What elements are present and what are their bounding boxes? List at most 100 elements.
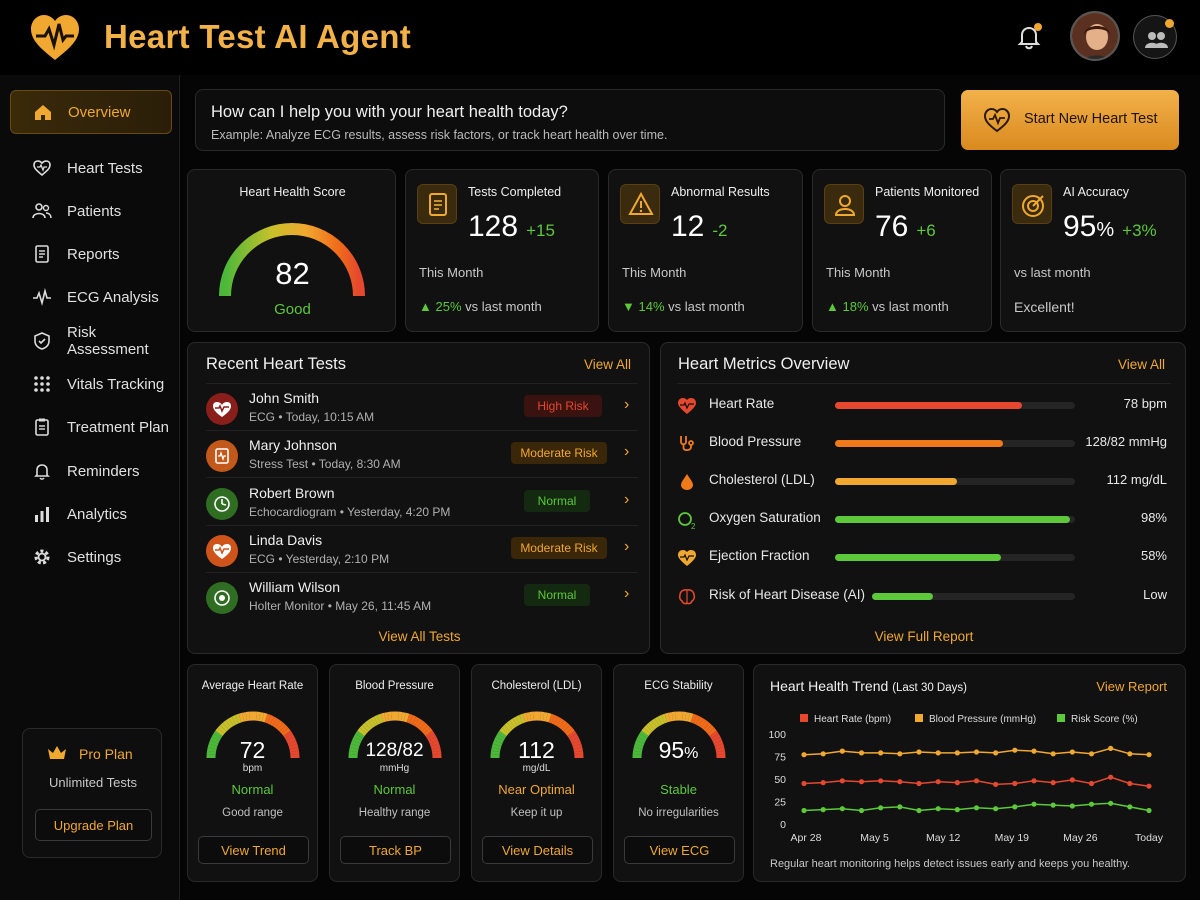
gauge-segment <box>275 720 284 730</box>
gauge-segment <box>573 747 583 753</box>
gauge-segment <box>568 733 579 742</box>
gauge-segment <box>495 733 506 742</box>
sidebar-item-label: ECG Analysis <box>67 288 159 306</box>
status-badge: Moderate Risk <box>511 537 607 559</box>
stat-delta: +6 <box>916 221 936 240</box>
y-tick-label: 50 <box>774 774 786 786</box>
gauge-segment <box>506 720 515 730</box>
data-point <box>1146 783 1152 789</box>
metric-bar-track <box>835 516 1075 523</box>
gauge-segment <box>349 743 360 750</box>
data-point <box>954 750 960 756</box>
heart-health-trend-card: Heart Health Trend (Last 30 Days) View R… <box>753 664 1186 882</box>
chevron-right-icon[interactable]: › <box>624 443 630 460</box>
gauge-note: Good range <box>222 807 283 819</box>
sidebar-item-vitals-tracking[interactable]: Vitals Tracking <box>10 362 172 406</box>
gauge-segment <box>556 718 565 728</box>
sidebar-item-label: Reports <box>67 245 120 263</box>
view-report-link[interactable]: View Report <box>1096 679 1167 694</box>
gauge-segment <box>423 727 433 736</box>
chevron-right-icon[interactable]: › <box>624 585 630 602</box>
view-full-report-link[interactable]: View Full Report <box>874 629 974 644</box>
view-all-link[interactable]: View All <box>583 357 631 372</box>
user-avatar[interactable] <box>1070 11 1120 61</box>
gauge-segment <box>713 740 724 747</box>
gauge-title: Cholesterol (LDL) <box>491 680 582 692</box>
table-row[interactable]: William Wilson Holter Monitor • May 26, … <box>206 573 638 620</box>
test-meta: ECG • Yesterday, 2:10 PM <box>249 552 390 566</box>
sidebar-item-heart-tests[interactable]: Heart Tests <box>10 146 172 190</box>
chevron-right-icon[interactable]: › <box>624 538 630 555</box>
gauge-segment <box>211 733 222 742</box>
data-point <box>839 806 845 812</box>
assistant-prompt[interactable]: How can I help you with your heart healt… <box>195 89 945 151</box>
score-rating: Good <box>274 301 311 318</box>
table-row[interactable]: Robert Brown Echocardiogram • Yesterday,… <box>206 479 638 526</box>
sidebar-item-analytics[interactable]: Analytics <box>10 492 172 536</box>
sidebar-item-risk-assessment[interactable]: Risk Assessment <box>10 319 172 363</box>
test-time: Today, 8:30 AM <box>318 457 401 471</box>
cholesterol-card: Cholesterol (LDL) 112 mg/dL Near Optimal… <box>471 664 602 882</box>
notification-bell-icon[interactable] <box>1014 22 1044 52</box>
table-row[interactable]: John Smith ECG • Today, 10:15 AM High Ri… <box>206 384 638 431</box>
stat-delta: -2 <box>712 221 728 240</box>
trend-text: vs last month <box>465 299 542 314</box>
track-bp-button[interactable]: Track BP <box>340 836 451 864</box>
gauge-segment <box>258 712 264 722</box>
sidebar-item-reports[interactable]: Reports <box>10 232 172 276</box>
chevron-right-icon[interactable]: › <box>624 396 630 413</box>
gauge-segment <box>288 743 299 750</box>
data-point <box>993 781 999 787</box>
sidebar-item-treatment-plan[interactable]: Treatment Plan <box>10 405 172 449</box>
start-new-heart-test-button[interactable]: Start New Heart Test <box>961 90 1179 150</box>
gauge-segment <box>491 747 501 753</box>
sidebar-item-settings[interactable]: Settings <box>10 535 172 579</box>
trend-percent: 25% <box>435 299 462 314</box>
team-icon[interactable] <box>1133 15 1177 59</box>
sidebar-item-label: Risk Assessment <box>67 324 149 358</box>
gauge-segment <box>522 712 529 723</box>
upgrade-plan-button[interactable]: Upgrade Plan <box>35 809 152 841</box>
data-point <box>916 749 922 755</box>
view-all-tests-link[interactable]: View All Tests <box>378 629 461 644</box>
gauge-segment <box>238 712 245 723</box>
x-tick-label: May 19 <box>995 832 1030 844</box>
view-details-button[interactable]: View Details <box>482 836 593 864</box>
table-row[interactable]: Linda Davis ECG • Yesterday, 2:10 PM Mod… <box>206 526 638 573</box>
chevron-right-icon[interactable]: › <box>624 491 630 508</box>
gauge-unit: bpm <box>242 763 263 774</box>
sidebar-item-overview[interactable]: Overview <box>10 90 172 134</box>
sidebar-item-ecg-analysis[interactable]: ECG Analysis <box>10 275 172 319</box>
test-meta: Holter Monitor • May 26, 11:45 AM <box>249 599 432 613</box>
heart-metrics-panel: Heart Metrics Overview View All Heart Ra… <box>660 342 1186 654</box>
table-row[interactable]: Mary Johnson Stress Test • Today, 8:30 A… <box>206 431 638 478</box>
clipboard-icon <box>35 418 49 436</box>
gauge-segment <box>359 725 369 734</box>
view-ecg-button[interactable]: View ECG <box>624 836 735 864</box>
gauge-segment <box>715 747 725 753</box>
sidebar-item-reminders[interactable]: Reminders <box>10 449 172 493</box>
metric-label: Cholesterol (LDL) <box>709 472 815 487</box>
team-notification-dot <box>1165 19 1174 28</box>
sidebar-item-label: Overview <box>68 103 131 121</box>
metric-row: Ejection Fraction 58% <box>677 543 1167 573</box>
gauge-segment <box>409 715 417 725</box>
view-trend-button[interactable]: View Trend <box>198 836 309 864</box>
shield-icon <box>34 332 50 350</box>
metric-label: Heart Rate <box>709 396 775 411</box>
metric-label: Blood Pressure <box>709 434 802 449</box>
test-time: Today, 10:15 AM <box>285 410 375 424</box>
data-point <box>973 805 980 811</box>
gauge-segment <box>417 720 426 730</box>
gauge-segment <box>687 712 694 723</box>
data-point <box>820 807 826 813</box>
view-all-link[interactable]: View All <box>1117 357 1165 372</box>
gauge-segment <box>712 736 722 744</box>
gauge-segment <box>703 722 712 732</box>
data-point <box>820 751 826 757</box>
data-point <box>1088 780 1095 787</box>
gauge-segment <box>548 713 555 724</box>
gauge-segment <box>362 722 371 732</box>
stat-period: This Month <box>622 265 687 280</box>
sidebar-item-patients[interactable]: Patients <box>10 189 172 233</box>
